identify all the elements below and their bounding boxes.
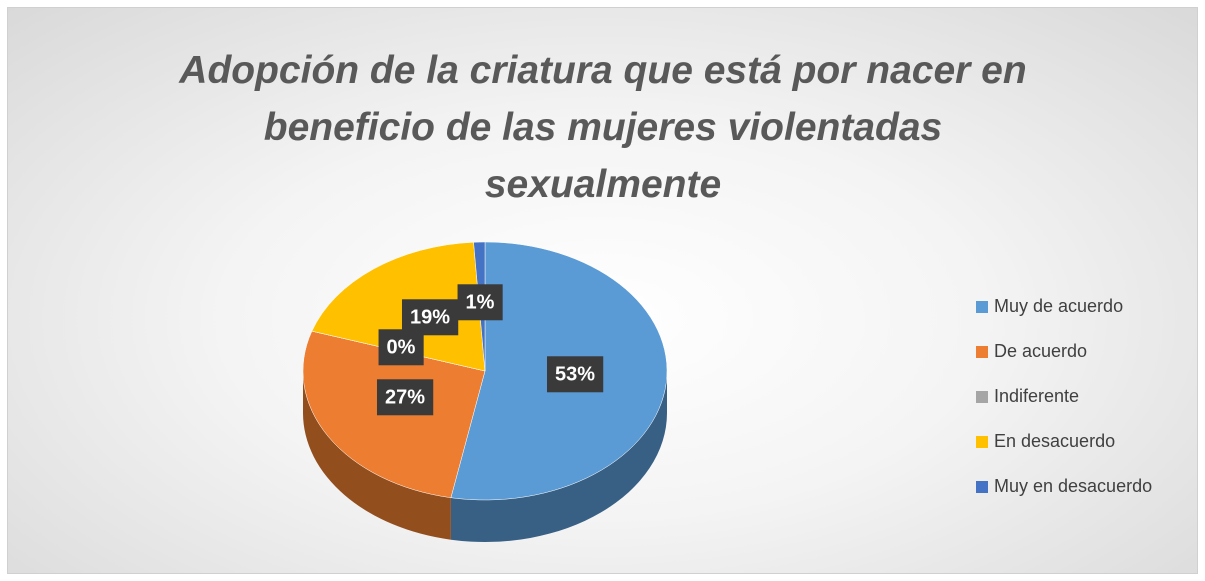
- data-label-text: 53%: [555, 363, 595, 385]
- chart-title: Adopción de la criatura que está por nac…: [179, 49, 1027, 206]
- legend-swatch: [976, 481, 988, 493]
- data-label-box: [401, 299, 459, 336]
- legend-label: Indiferente: [994, 386, 1079, 406]
- legend-swatch: [976, 301, 988, 313]
- data-label-text: 1%: [466, 291, 495, 313]
- data-label-text: 19%: [410, 306, 450, 328]
- legend-label: Muy de acuerdo: [994, 296, 1123, 316]
- legend-swatch: [976, 346, 988, 358]
- data-label-box: [376, 379, 434, 416]
- data-label-box: [546, 356, 604, 393]
- data-label: 1%: [457, 284, 503, 321]
- data-label: 53%: [546, 356, 604, 393]
- data-label-box: [457, 284, 503, 321]
- data-label-text: 27%: [385, 386, 425, 408]
- pie-side: [303, 371, 451, 540]
- legend-swatch: [976, 436, 988, 448]
- pie-slice: [311, 241, 486, 372]
- legend-label: Muy en desacuerdo: [994, 476, 1152, 496]
- legend-label: En desacuerdo: [994, 431, 1115, 451]
- data-label-text: 0%: [387, 336, 416, 358]
- data-label: 27%: [376, 379, 434, 416]
- legend-swatch: [976, 391, 988, 403]
- data-label: 19%: [401, 299, 459, 336]
- legend-label: De acuerdo: [994, 341, 1087, 361]
